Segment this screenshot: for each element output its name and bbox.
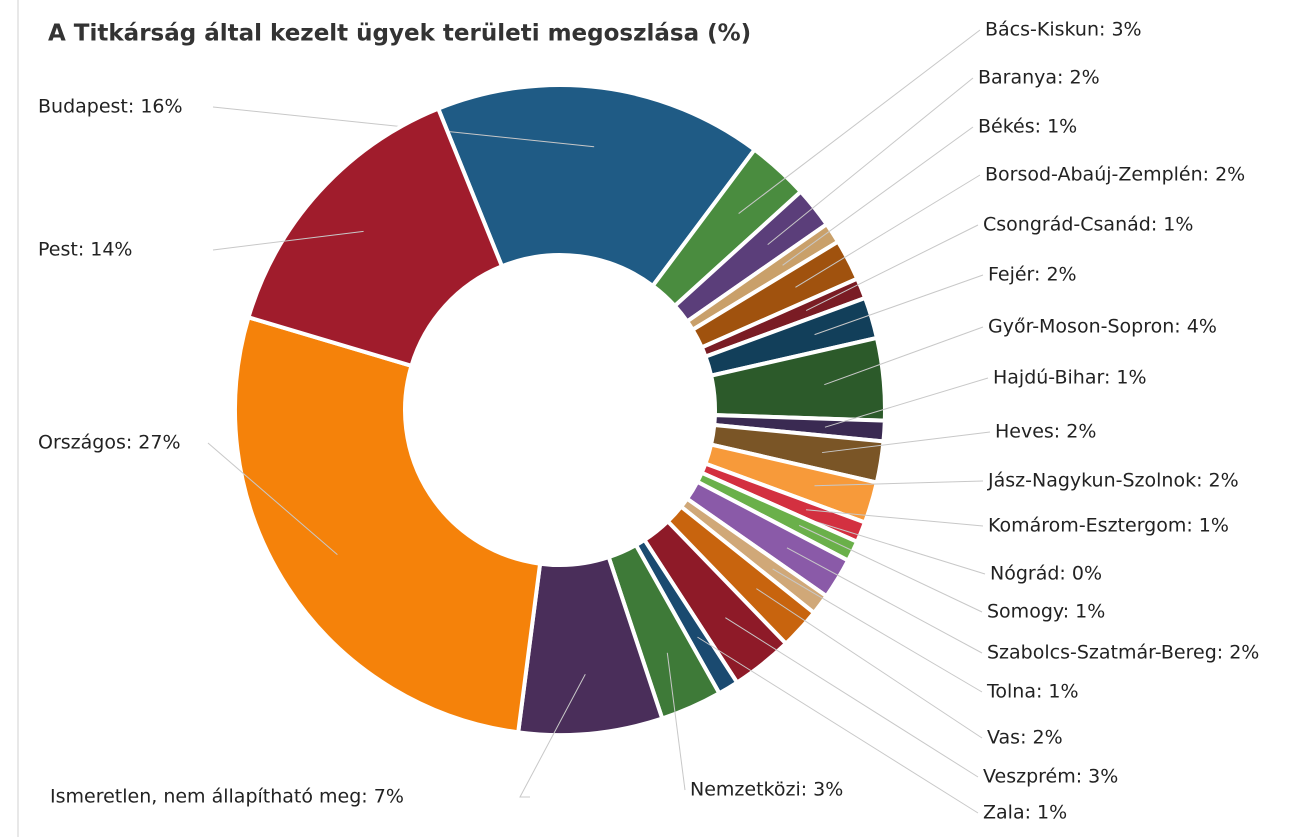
- leader-line: [824, 377, 989, 428]
- data-label: Hajdú-Bihar: 1%: [993, 367, 1147, 389]
- leader-line: [822, 431, 991, 454]
- data-label: Országos: 27%: [38, 432, 181, 454]
- leader-line: [782, 126, 974, 266]
- data-label: Jász-Nagykun-Szolnok: 2%: [987, 470, 1239, 492]
- leader-line: [767, 77, 974, 245]
- data-label: Bács-Kiskun: 3%: [985, 19, 1142, 41]
- leader-line: [772, 568, 983, 693]
- data-label: Pest: 14%: [38, 239, 133, 261]
- data-label: Fejér: 2%: [988, 264, 1077, 286]
- data-label: Zala: 1%: [983, 802, 1067, 824]
- leader-line: [786, 547, 983, 654]
- leader-line: [805, 509, 984, 527]
- leader-line: [814, 480, 984, 487]
- data-label: Vas: 2%: [987, 727, 1063, 749]
- data-label: Nemzetközi: 3%: [690, 779, 843, 801]
- data-label: Ismeretlen, nem állapítható meg: 7%: [50, 786, 404, 808]
- leader-line: [666, 652, 686, 791]
- leader-line: [798, 524, 983, 613]
- leader-line: [738, 29, 981, 214]
- leader-line: [207, 442, 338, 556]
- leader-line: [824, 326, 984, 386]
- data-label: Budapest: 16%: [38, 96, 183, 118]
- data-label: Békés: 1%: [978, 116, 1077, 138]
- leader-line: [697, 636, 979, 814]
- chart-title: A Titkárság által kezelt ügyek területi …: [48, 21, 751, 47]
- data-label: Heves: 2%: [995, 421, 1096, 443]
- data-label: Borsod-Abaúj-Zemplén: 2%: [985, 164, 1245, 186]
- leader-line: [212, 230, 364, 251]
- leader-line: [519, 674, 586, 798]
- data-label: Veszprém: 3%: [983, 766, 1118, 788]
- leader-line: [805, 224, 979, 311]
- data-label: Szabolcs-Szatmár-Bereg: 2%: [987, 642, 1259, 664]
- data-label: Csongrád-Csanád: 1%: [983, 214, 1193, 236]
- data-label: Baranya: 2%: [978, 67, 1100, 89]
- data-label: Somogy: 1%: [987, 601, 1105, 623]
- leader-line: [795, 174, 981, 288]
- data-label: Tolna: 1%: [986, 681, 1079, 703]
- leader-line: [814, 274, 984, 336]
- leader-line: [802, 517, 986, 575]
- slice: [435, 83, 758, 289]
- leader-line: [725, 617, 979, 778]
- data-label: Komárom-Esztergom: 1%: [988, 515, 1229, 537]
- leader-line: [756, 588, 983, 739]
- data-label: Nógrád: 0%: [990, 563, 1102, 585]
- data-label: Győr-Moson-Sopron: 4%: [988, 316, 1217, 338]
- slice: [233, 314, 543, 735]
